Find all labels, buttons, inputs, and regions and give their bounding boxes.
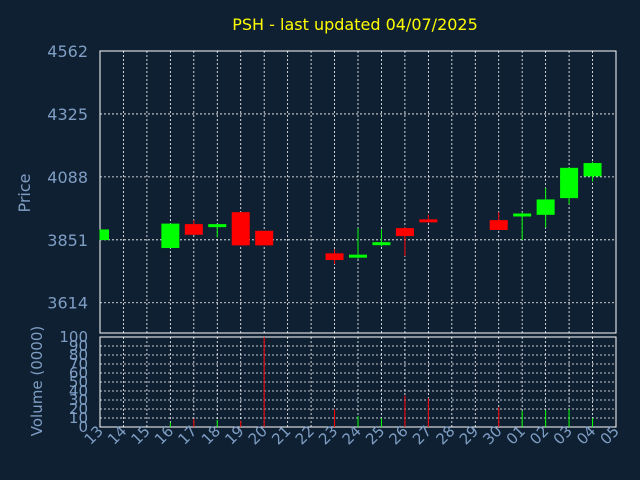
volume-tick-label: 100 <box>59 328 88 346</box>
candle-body <box>349 254 367 258</box>
volume-axis-label: Volume (0000) <box>28 326 46 436</box>
volume-tick-label: 70 <box>69 355 88 373</box>
candle-body <box>100 229 109 241</box>
candle-body <box>161 223 180 249</box>
volume-tick-label: 40 <box>69 382 88 400</box>
volume-tick-label: 0 <box>78 418 88 436</box>
volume-tick-label: 80 <box>69 346 88 364</box>
x-axis: 1314151617181920212223242526272829300102… <box>81 422 623 448</box>
price-tick-label: 3614 <box>47 294 88 313</box>
candle-body <box>513 213 532 217</box>
candle-body <box>536 199 555 215</box>
candle-body <box>419 219 438 223</box>
candle-body <box>325 253 344 260</box>
volume-tick-label: 30 <box>69 391 88 409</box>
price-tick-label: 4088 <box>47 168 88 187</box>
candle-body <box>184 224 203 235</box>
price-panel: 3614 3851 4088 4325 4562 <box>47 42 617 334</box>
candle-body <box>372 242 391 246</box>
chart-title: PSH - last updated 04/07/2025 <box>232 15 478 34</box>
volume-tick-label: 10 <box>69 409 88 427</box>
candle-body <box>583 163 602 177</box>
candle-body <box>231 212 250 246</box>
candle-body <box>208 224 227 228</box>
candle-body <box>395 228 414 237</box>
candle-body <box>560 167 579 199</box>
price-tick-label: 3851 <box>47 231 88 250</box>
volume-tick-label: 20 <box>69 400 88 418</box>
price-tick-label: 4562 <box>47 42 88 61</box>
price-tick-label: 4325 <box>47 105 88 124</box>
candle-body <box>489 220 508 230</box>
candle-body <box>255 230 274 246</box>
volume-tick-label: 50 <box>69 373 88 391</box>
price-axis-label: Price <box>15 173 34 212</box>
x-axis-label: Day <box>333 457 363 475</box>
volume-tick-label: 90 <box>69 337 88 355</box>
volume-tick-label: 60 <box>69 364 88 382</box>
